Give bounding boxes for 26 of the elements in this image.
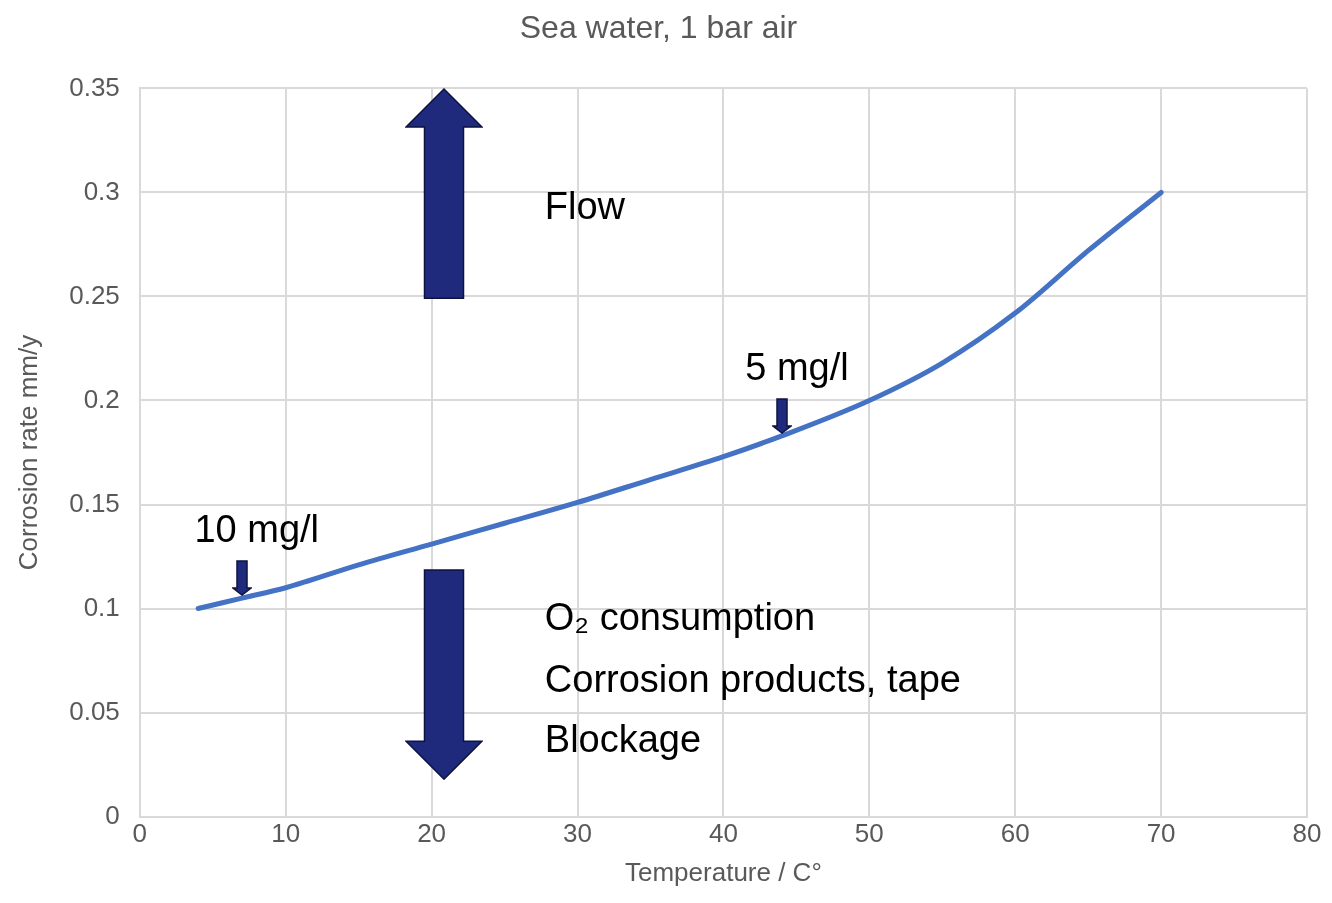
x-tick-label: 50 bbox=[854, 818, 884, 849]
x-tick-label: 80 bbox=[1292, 818, 1322, 849]
annotation: Blockage bbox=[544, 718, 702, 761]
annotation: Flow bbox=[544, 184, 626, 227]
x-tick-label: 30 bbox=[563, 818, 592, 849]
x-tick-label: 70 bbox=[1146, 818, 1176, 849]
y-tick-label: 0 bbox=[105, 799, 120, 830]
x-tick-label: 20 bbox=[417, 818, 447, 849]
x-axis-title: Temperature / C° bbox=[625, 856, 822, 887]
y-tick-label: 0.15 bbox=[69, 487, 120, 518]
y-tick-label: 0.35 bbox=[69, 71, 120, 102]
y-tick-label: 0.1 bbox=[83, 591, 120, 622]
y-tick-label: 0.3 bbox=[83, 175, 120, 206]
y-tick-label: 0.05 bbox=[69, 695, 120, 726]
annotation: 5 mg/l bbox=[745, 345, 849, 388]
x-tick-label: 40 bbox=[708, 818, 738, 849]
annotation: Corrosion products, tape bbox=[544, 658, 961, 701]
y-tick-label: 0.25 bbox=[69, 279, 120, 310]
x-tick-label: 60 bbox=[1000, 818, 1030, 849]
chart-title: Sea water, 1 bar air bbox=[519, 9, 798, 46]
y-tick-label: 0.2 bbox=[83, 383, 120, 414]
x-tick-label: 0 bbox=[132, 818, 148, 849]
y-axis-title: Corrosion rate mm/y bbox=[12, 334, 43, 571]
annotation: O₂ consumption bbox=[544, 596, 816, 639]
annotation: 10 mg/l bbox=[194, 508, 320, 551]
x-tick-label: 10 bbox=[271, 818, 301, 849]
